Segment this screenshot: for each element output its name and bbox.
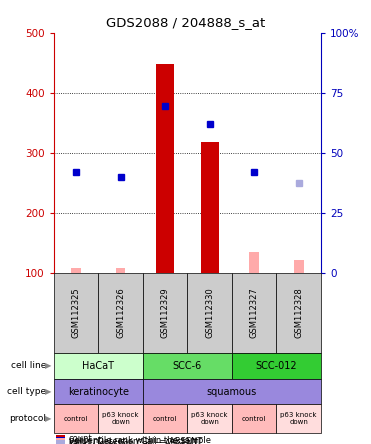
Text: rank, Detection Call = ABSENT: rank, Detection Call = ABSENT [69,439,198,444]
Text: SCC-6: SCC-6 [173,361,202,371]
Text: SCC-012: SCC-012 [256,361,297,371]
Bar [71,268,81,273]
Text: squamous: squamous [207,387,257,396]
Bar [116,268,125,273]
Text: count: count [69,434,92,443]
Bar [294,260,303,273]
Text: keratinocyte: keratinocyte [68,387,129,396]
Text: percentile rank within the sample: percentile rank within the sample [69,436,211,444]
Text: GSM112329: GSM112329 [161,288,170,338]
Text: HaCaT: HaCaT [82,361,114,371]
Bar [201,143,219,273]
Text: ▶: ▶ [45,361,52,370]
Text: GSM112325: GSM112325 [72,288,81,338]
Text: GSM112326: GSM112326 [116,288,125,338]
Text: control: control [64,416,88,422]
Bar [156,64,174,273]
Text: control: control [153,416,177,422]
Text: protocol: protocol [9,414,46,424]
Text: cell line: cell line [11,361,46,370]
Text: GSM112328: GSM112328 [294,288,303,338]
Text: ▶: ▶ [45,414,52,424]
Text: cell type: cell type [7,387,46,396]
Text: p63 knock
down: p63 knock down [191,412,228,425]
Bar [249,252,259,273]
Text: control: control [242,416,266,422]
Text: GSM112330: GSM112330 [205,288,214,338]
Text: p63 knock
down: p63 knock down [280,412,317,425]
Text: GDS2088 / 204888_s_at: GDS2088 / 204888_s_at [106,16,265,28]
Text: ▶: ▶ [45,387,52,396]
Text: p63 knock
down: p63 knock down [102,412,139,425]
Text: value, Detection Call = ABSENT: value, Detection Call = ABSENT [69,437,202,444]
Text: GSM112327: GSM112327 [250,288,259,338]
